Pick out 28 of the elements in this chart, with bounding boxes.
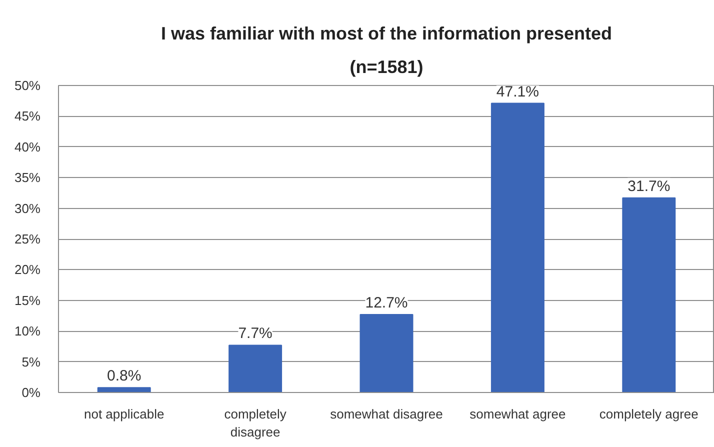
data-label: 12.7% <box>365 294 408 312</box>
x-tick-label: somewhat agree <box>470 406 566 422</box>
chart-title: I was familiar with most of the information presented <box>160 24 612 44</box>
bar <box>228 344 282 392</box>
bar <box>360 314 414 392</box>
y-tick-label: 20% <box>14 262 41 278</box>
x-tick-label: somewhat disagree <box>330 406 443 422</box>
y-tick-label: 25% <box>14 232 41 246</box>
data-label: 7.7% <box>238 325 272 342</box>
y-tick-label: 5% <box>22 354 41 370</box>
y-tick-label: 0% <box>22 385 41 400</box>
y-tick-label: 50% <box>14 78 41 93</box>
y-tick-label: 30% <box>14 200 41 216</box>
y-tick-label: 40% <box>14 139 41 154</box>
data-label: 47.1% <box>496 83 539 100</box>
y-tick-label: 10% <box>14 324 41 339</box>
x-tick-label: completely disagree <box>224 406 287 440</box>
x-tick-label: not applicable <box>84 406 164 422</box>
bar <box>97 387 151 392</box>
data-label: 31.7% <box>628 178 670 195</box>
chart-subtitle: (n=1581) <box>350 57 424 77</box>
x-tick-label: completely agree <box>599 406 698 422</box>
bar <box>622 197 676 392</box>
data-label: 0.8% <box>107 368 142 385</box>
bar <box>490 102 544 392</box>
y-tick-label: 35% <box>14 170 41 186</box>
y-tick-label: 45% <box>14 108 41 124</box>
y-tick-label: 15% <box>14 292 41 308</box>
